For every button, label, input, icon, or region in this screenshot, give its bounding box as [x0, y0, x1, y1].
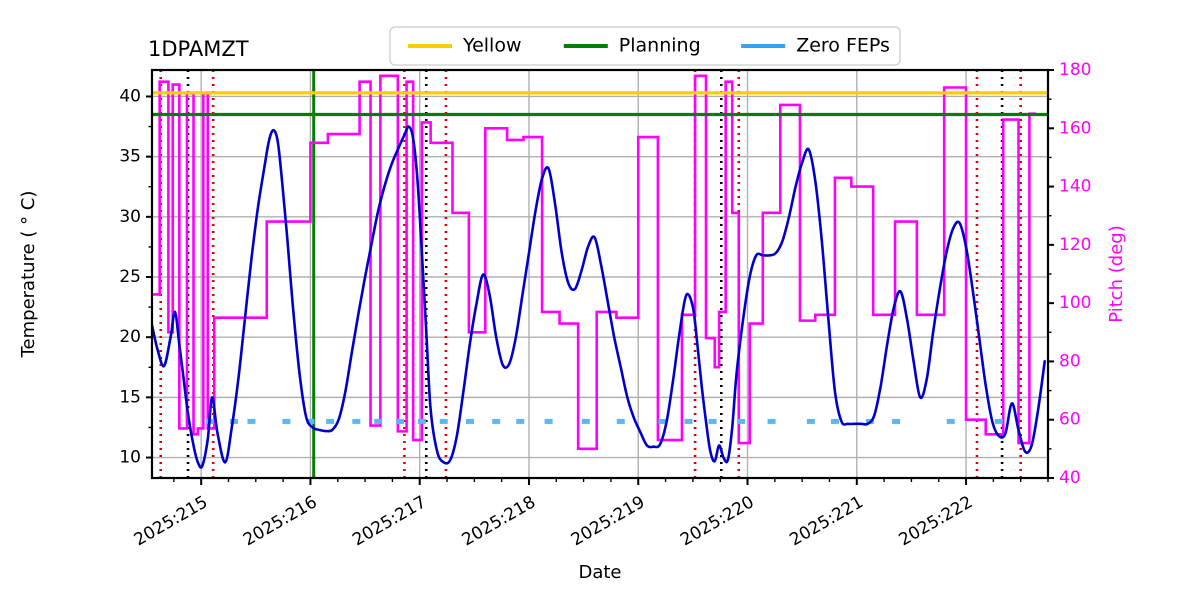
y-tick-label-right: 80 [1059, 351, 1081, 371]
zero-feps-marker [516, 418, 525, 424]
clip-left [0, 0, 152, 600]
clip-right [1049, 0, 1200, 600]
x-axis-title: Date [578, 562, 621, 583]
zero-feps-marker [544, 418, 553, 424]
zero-feps-marker [806, 418, 815, 424]
zero-feps-marker [247, 418, 256, 424]
zero-feps-marker [374, 418, 383, 424]
legend-label-yellow: Yellow [462, 35, 522, 57]
zero-feps-marker [708, 418, 717, 424]
zero-feps-marker [892, 418, 901, 424]
zero-feps-marker [326, 418, 335, 424]
zero-feps-marker [492, 418, 501, 424]
y-tick-label-right: 40 [1059, 468, 1081, 488]
y-tick-label-right: 160 [1059, 118, 1091, 138]
zero-feps-marker [994, 418, 1003, 424]
legend-label-planning: Planning [619, 35, 701, 57]
zero-feps-marker [946, 418, 955, 424]
zero-feps-marker [282, 418, 291, 424]
zero-feps-marker [616, 418, 625, 424]
legend-label-zero-feps: Zero FEPs [796, 35, 890, 57]
y-tick-label-left: 20 [119, 327, 141, 347]
y-axis-title-left: Temperature ( ° C) [18, 191, 39, 359]
y-tick-label-left: 15 [119, 387, 141, 407]
y-tick-label-left: 25 [119, 267, 141, 287]
zero-feps-marker [581, 418, 590, 424]
y-tick-label-right: 140 [1059, 177, 1091, 197]
zero-feps-marker [417, 418, 426, 424]
y-tick-label-right: 180 [1059, 60, 1091, 80]
limit-lines [152, 91, 1048, 117]
legend: Yellow Planning Zero FEPs [389, 26, 901, 66]
temperature-series-line [150, 125, 1047, 469]
zero-feps-marker [736, 418, 745, 424]
zero-feps-marker [830, 418, 839, 424]
y-tick-label-left: 35 [119, 147, 141, 167]
zero-feps-marker [306, 418, 315, 424]
zero-feps-marker [684, 418, 693, 424]
chart-title: 1DPAMZT [148, 37, 249, 61]
zero-feps-marker [658, 418, 667, 424]
y-tick-label-right: 60 [1059, 410, 1081, 430]
zero-feps-marker [439, 418, 448, 424]
y-tick-label-left: 30 [119, 207, 141, 227]
y-tick-label-right: 120 [1059, 235, 1091, 255]
y-axis-title-right: Pitch (deg) [1106, 225, 1127, 323]
legend-box [389, 26, 901, 66]
zero-feps-marker [767, 418, 776, 424]
zero-feps-marker [396, 418, 405, 424]
y-tick-label-left: 40 [119, 86, 141, 106]
zero-feps-marker [465, 418, 474, 424]
y-tick-label-left: 10 [119, 448, 141, 468]
clip-bottom [0, 479, 1200, 600]
zero-feps-marker [352, 418, 361, 424]
y-tick-label-right: 100 [1059, 293, 1091, 313]
